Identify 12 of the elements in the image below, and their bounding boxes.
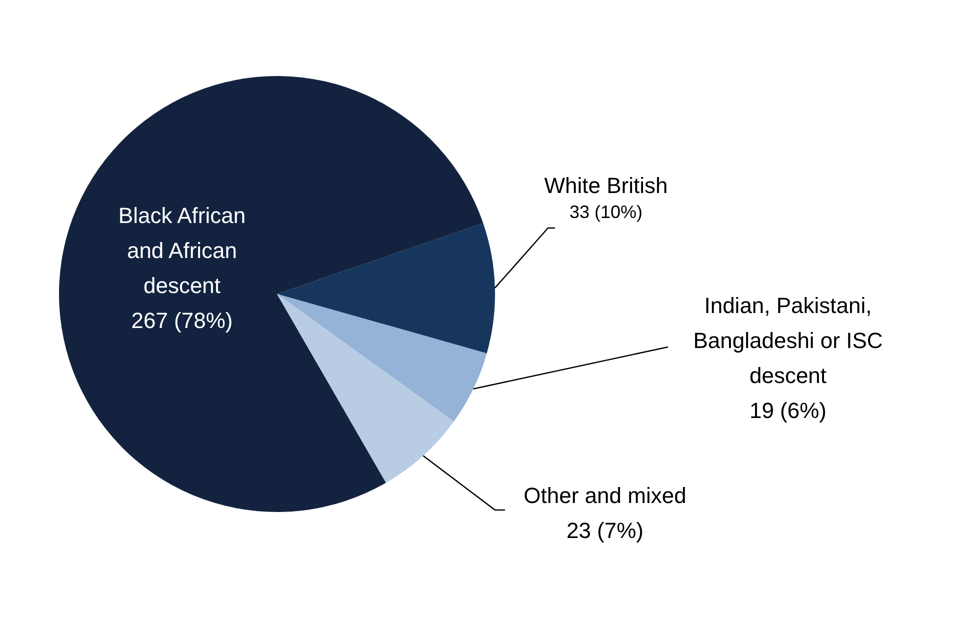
slice-label: White British (544, 173, 668, 198)
pie-slice (277, 294, 454, 483)
data-label: 267 (78%) (131, 308, 233, 333)
pie-slice (59, 76, 484, 512)
slice-label: Black African and African descent (118, 203, 246, 298)
data-label: 19 (6%) (749, 398, 827, 423)
slice-label: Indian, Pakistani, Bangladeshi or ISC descent (693, 293, 883, 388)
pie-slice (277, 223, 495, 354)
data-label: 33 (10%) (569, 202, 643, 222)
slice-label: Other and mixed (524, 483, 686, 508)
pie-slice (277, 294, 487, 422)
data-label: 23 (7%) (566, 518, 644, 543)
